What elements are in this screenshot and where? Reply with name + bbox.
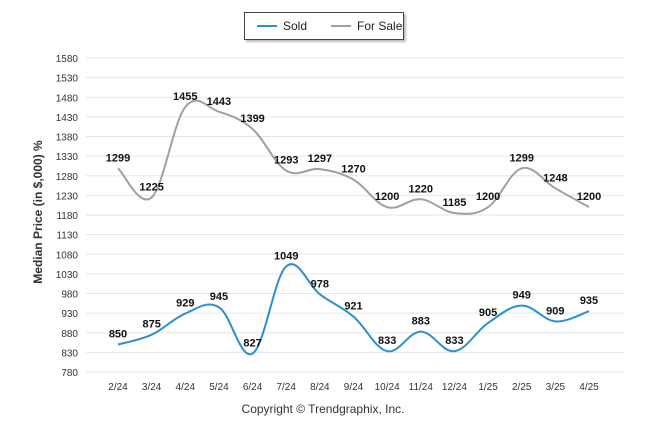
- series-line-for-sale: [117, 99, 590, 215]
- x-tick-3-25: 3/25: [546, 382, 566, 393]
- x-tick-1-25: 1/25: [478, 382, 498, 393]
- data-labels: 850 875 929 945 827 1049 978 921 833 883 833 905 949…: [106, 91, 601, 349]
- y-axis-label: Median Price (in $,000) %: [31, 140, 45, 284]
- x-tick-10-24: 10/24: [375, 382, 400, 393]
- y-tick-1480: 1480: [56, 93, 79, 104]
- data-label-sold-9: 883: [412, 316, 430, 328]
- y-tick-1380: 1380: [56, 133, 79, 144]
- series-lines: [117, 99, 590, 356]
- data-label-for-sale-7: 1270: [341, 164, 365, 176]
- y-tick-1580: 1580: [56, 54, 79, 65]
- data-label-for-sale-11: 1200: [476, 191, 500, 203]
- data-label-for-sale-10: 1185: [442, 197, 466, 209]
- x-tick-7-24: 7/24: [276, 382, 296, 393]
- series-line-sold: [117, 263, 590, 356]
- x-tick-6-24: 6/24: [243, 382, 263, 393]
- legend-item-for-sale[interactable]: For Sale: [331, 19, 402, 33]
- y-tick-1430: 1430: [56, 113, 79, 124]
- data-label-sold-14: 935: [580, 295, 598, 307]
- legend-swatch-for-sale: [331, 25, 352, 27]
- data-label-for-sale-13: 1248: [543, 172, 567, 184]
- data-label-for-sale-12: 1299: [509, 152, 533, 164]
- x-tick-3-24: 3/24: [142, 382, 162, 393]
- data-label-sold-3: 945: [210, 291, 228, 303]
- x-tick-11-24: 11/24: [409, 382, 434, 393]
- legend-label-sold: Sold: [283, 19, 308, 33]
- x-tick-9-24: 9/24: [344, 382, 364, 393]
- data-label-for-sale-1: 1225: [139, 181, 163, 193]
- legend-swatch-sold: [257, 25, 277, 27]
- data-label-sold-1: 875: [142, 319, 160, 331]
- x-tick-12-24: 12/24: [442, 382, 467, 393]
- y-tick-1130: 1130: [56, 231, 78, 242]
- y-tick-1530: 1530: [56, 74, 79, 85]
- y-tick-880: 880: [61, 329, 78, 340]
- data-label-for-sale-0: 1299: [106, 152, 130, 164]
- data-label-sold-13: 909: [546, 305, 564, 317]
- data-label-sold-12: 949: [513, 290, 531, 302]
- y-tick-780: 780: [61, 368, 78, 379]
- y-tick-1280: 1280: [56, 172, 79, 183]
- y-tick-930: 930: [61, 309, 78, 320]
- data-label-sold-10: 833: [445, 335, 463, 347]
- data-label-sold-4: 827: [243, 338, 261, 350]
- data-label-for-sale-2: 1455: [173, 91, 197, 103]
- data-label-sold-0: 850: [109, 329, 127, 341]
- data-label-for-sale-4: 1399: [240, 113, 264, 125]
- data-label-sold-5: 1049: [274, 250, 298, 262]
- y-tick-1080: 1080: [56, 250, 79, 261]
- grid-lines: [86, 57, 624, 373]
- x-tick-4-25: 4/25: [579, 382, 599, 393]
- y-tick-1230: 1230: [56, 191, 79, 202]
- legend-label-for-sale: For Sale: [357, 19, 403, 33]
- legend-item-sold[interactable]: Sold: [257, 19, 307, 33]
- y-tick-830: 830: [61, 348, 78, 359]
- x-tick-4-24: 4/24: [176, 382, 196, 393]
- y-tick-labels: 780 830 880 930 980 1030 1080 1130 1180 1230 1280 1…: [56, 54, 79, 379]
- y-tick-1330: 1330: [56, 152, 79, 163]
- data-label-sold-6: 978: [311, 278, 329, 290]
- x-tick-2-24: 2/24: [108, 382, 128, 393]
- x-tick-5-24: 5/24: [209, 382, 229, 393]
- data-label-sold-11: 905: [479, 307, 497, 319]
- data-label-sold-2: 929: [176, 298, 194, 310]
- data-label-for-sale-14: 1200: [577, 191, 601, 203]
- data-label-for-sale-9: 1220: [409, 183, 433, 195]
- x-tick-8-24: 8/24: [310, 382, 330, 393]
- y-tick-1180: 1180: [56, 211, 78, 222]
- y-tick-1030: 1030: [56, 270, 79, 281]
- data-label-for-sale-6: 1297: [308, 153, 332, 165]
- data-label-sold-8: 833: [378, 335, 396, 347]
- data-label-for-sale-3: 1443: [207, 96, 231, 108]
- data-label-sold-7: 921: [344, 301, 362, 313]
- legend: Sold For Sale: [244, 12, 404, 40]
- x-tick-2-25: 2/25: [512, 382, 532, 393]
- data-label-for-sale-8: 1200: [375, 191, 399, 203]
- y-tick-980: 980: [61, 290, 78, 301]
- copyright-footer: Copyright © Trendgraphix, Inc.: [241, 402, 405, 416]
- x-tick-labels: 2/24 3/24 4/24 5/24 6/24 7/24 8/24 9/24 10/24 11/…: [108, 382, 599, 393]
- data-label-for-sale-5: 1293: [274, 155, 298, 167]
